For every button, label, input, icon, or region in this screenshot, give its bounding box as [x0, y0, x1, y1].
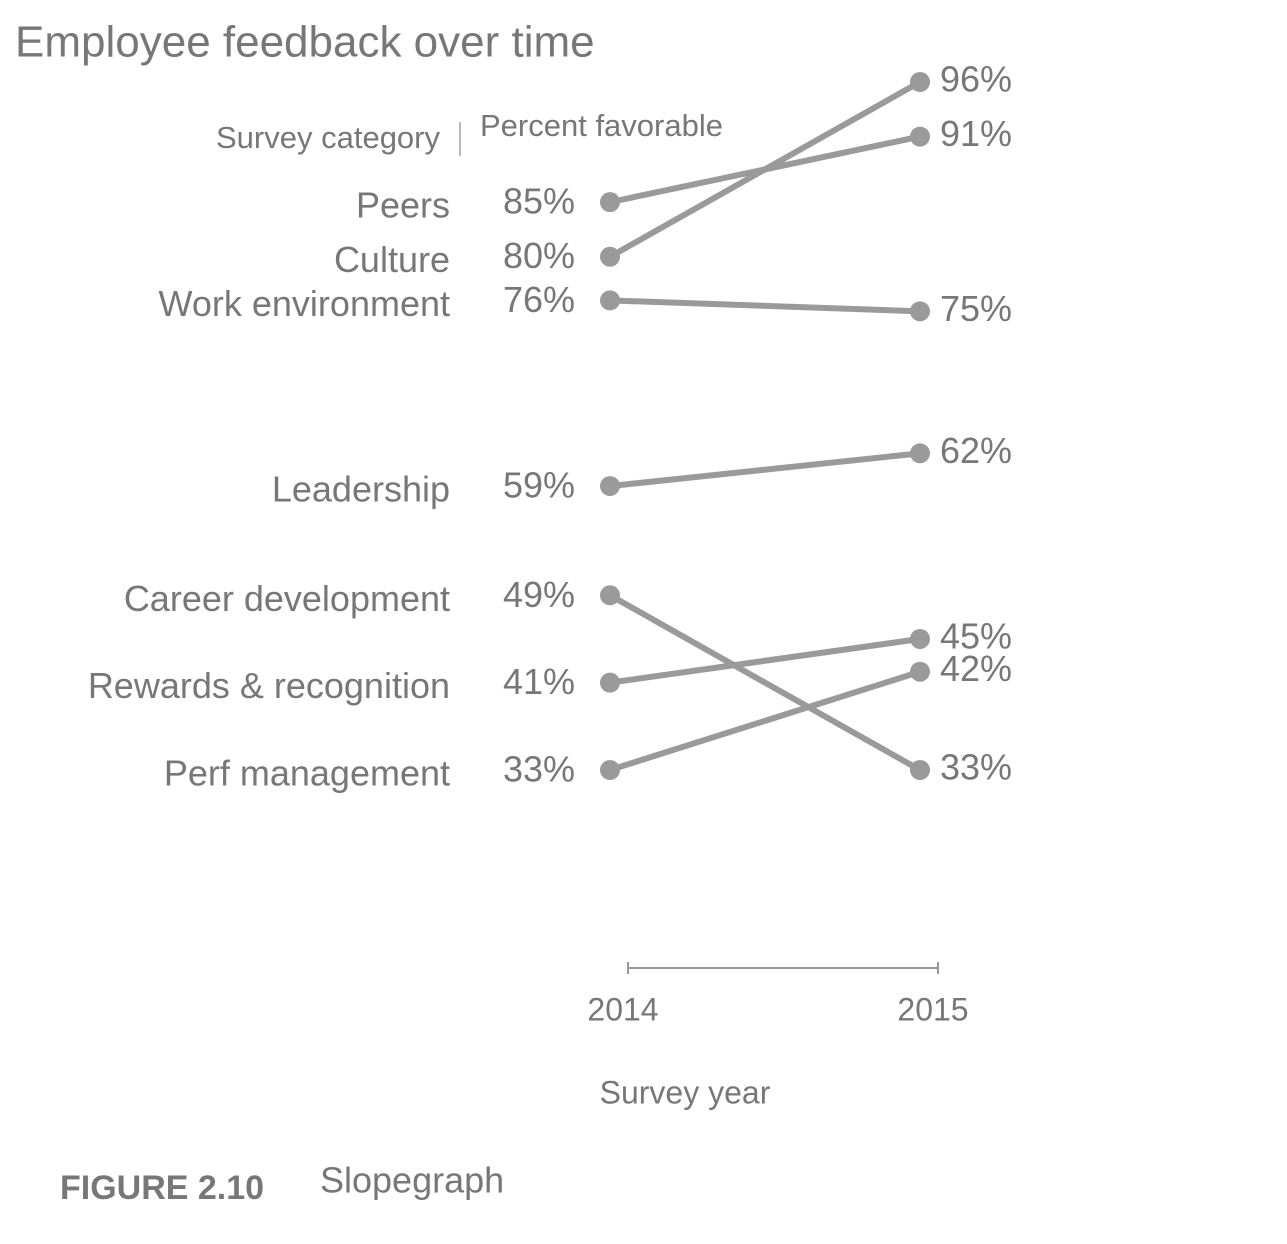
- series-name: Perf management: [164, 753, 450, 794]
- point: [910, 628, 930, 649]
- series-name: Culture: [334, 239, 450, 280]
- point: [600, 585, 620, 606]
- point: [910, 443, 930, 464]
- figure-caption: Slopegraph: [320, 1160, 504, 1201]
- value-label: 85%: [503, 181, 575, 222]
- point: [910, 72, 930, 92]
- slope-line: [609, 450, 921, 490]
- value-label: 59%: [503, 465, 575, 506]
- point: [910, 661, 930, 682]
- point: [600, 290, 620, 311]
- slope-line: [609, 635, 921, 686]
- slope-line: [609, 297, 921, 315]
- point: [600, 246, 620, 267]
- value-label: 49%: [503, 574, 575, 615]
- x-axis-title: Survey year: [600, 1074, 771, 1110]
- value-label: 96%: [940, 59, 1012, 100]
- value-label: 41%: [503, 661, 575, 702]
- point: [910, 760, 930, 780]
- x-tick-label: 2015: [897, 991, 968, 1027]
- value-label: 75%: [940, 288, 1012, 329]
- figure-number: FIGURE 2.10: [60, 1169, 264, 1207]
- point: [600, 192, 620, 213]
- series-name: Work environment: [159, 283, 450, 324]
- point: [600, 672, 620, 693]
- series-name: Leadership: [272, 469, 450, 510]
- slope-line: [608, 79, 922, 260]
- value-label: 76%: [503, 279, 575, 320]
- x-tick-label: 2014: [587, 991, 658, 1027]
- chart-title: Employee feedback over time: [15, 18, 595, 67]
- point: [600, 476, 620, 497]
- point: [910, 301, 930, 322]
- slope-line: [608, 592, 922, 773]
- point: [910, 126, 930, 147]
- series-name: Career development: [124, 578, 450, 619]
- series-name: Peers: [356, 185, 450, 226]
- value-label: 45%: [940, 615, 1012, 656]
- subtitle-left: Survey category: [216, 120, 440, 155]
- value-label: 33%: [503, 749, 575, 790]
- value-label: 33%: [940, 747, 1012, 788]
- series-name: Rewards & recognition: [88, 665, 450, 706]
- slope-line: [609, 668, 921, 773]
- value-label: 42%: [940, 648, 1012, 689]
- value-label: 91%: [940, 113, 1012, 154]
- value-label: 80%: [503, 235, 575, 276]
- point: [600, 760, 620, 780]
- value-label: 62%: [940, 430, 1012, 471]
- subtitle-right: Percent favorable: [480, 108, 723, 143]
